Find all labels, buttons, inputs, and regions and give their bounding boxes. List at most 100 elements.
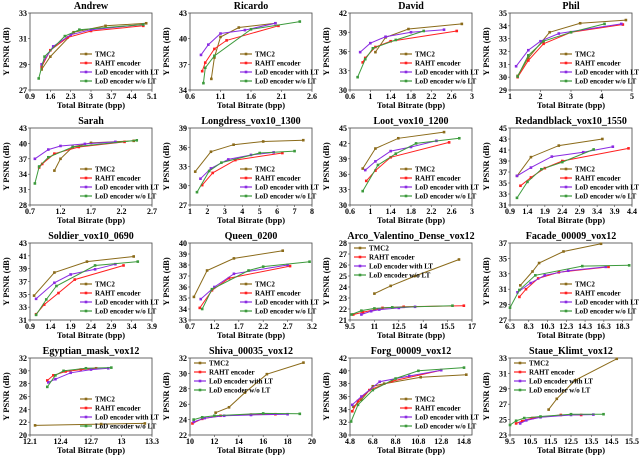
y-tick-label: 37 — [179, 60, 187, 69]
data-point — [308, 260, 311, 263]
plot-frame — [349, 242, 473, 321]
data-point — [419, 375, 422, 379]
legend-marker — [404, 194, 408, 198]
data-point — [394, 152, 398, 155]
y-axis-label: Y PSNR (dB) — [481, 372, 491, 420]
data-point — [529, 176, 533, 179]
data-point — [361, 61, 365, 64]
legend-marker — [198, 379, 202, 383]
x-tick-label: 12.8 — [434, 437, 448, 446]
data-point — [620, 22, 623, 26]
y-tick-label: 20 — [19, 431, 27, 440]
x-tick-label: 3.4 — [127, 322, 137, 331]
x-tick-label: 12.3 — [559, 322, 573, 331]
data-point — [265, 372, 269, 376]
x-tick-label: 10 — [186, 437, 194, 446]
legend-label: LoD encoder w/o LT — [529, 387, 591, 395]
data-point — [602, 412, 605, 416]
plot-frame — [189, 242, 313, 321]
y-tick-label: 27 — [339, 250, 347, 259]
x-tick-label: 10.3 — [541, 322, 555, 331]
data-point — [360, 309, 363, 312]
data-point — [192, 295, 196, 299]
data-point — [604, 265, 608, 269]
series-line-0 — [516, 138, 603, 177]
y-tick-label: 30 — [339, 431, 347, 440]
data-point — [44, 298, 48, 301]
legend-marker — [244, 309, 248, 313]
data-point — [615, 357, 619, 361]
data-point — [69, 33, 72, 37]
data-point — [47, 381, 50, 384]
data-point — [45, 385, 49, 389]
y-tick-label: 32 — [499, 48, 507, 57]
plot-frame — [189, 357, 313, 436]
x-tick-label: 2.2 — [117, 207, 127, 216]
y-tick-label: 28 — [179, 385, 187, 394]
legend-label: LoD encoder with LT — [95, 414, 159, 422]
data-point — [191, 422, 194, 425]
x-tick-label: 1.4 — [45, 322, 55, 331]
y-tick-label: 30 — [339, 201, 347, 210]
data-point — [199, 297, 203, 301]
data-point — [442, 130, 446, 134]
plot-frame — [509, 127, 633, 206]
legend-marker — [358, 255, 362, 259]
chart-8: Soldier_vox10_0690 0.9 1.4 1.9 2.4 2.9 3.4 3.9 3… — [1, 231, 159, 340]
data-point — [209, 150, 213, 154]
legend-marker — [404, 79, 408, 83]
x-tick-label: 8.8 — [391, 437, 401, 446]
data-point — [464, 373, 468, 376]
legend-label: RAHT encoder — [415, 175, 461, 183]
data-point — [63, 34, 67, 38]
x-axis-label: Total Bitrate (bpp) — [537, 445, 605, 455]
legend-marker — [84, 176, 88, 180]
data-point — [376, 163, 380, 167]
legend-label: TMC2 — [95, 281, 115, 289]
data-point — [243, 28, 247, 32]
x-axis-label: Total Bitrate (bpp) — [537, 215, 605, 225]
data-point — [210, 287, 214, 291]
data-point — [99, 422, 103, 426]
x-tick-label: 1 — [368, 207, 372, 216]
x-tick-label: 18.3 — [616, 322, 630, 331]
y-axis-label: Y PSNR (dB) — [1, 27, 11, 75]
x-tick-label: 15.5 — [441, 322, 455, 331]
legend-label: TMC2 — [255, 281, 275, 289]
legend-marker — [84, 52, 88, 56]
legend-marker — [84, 309, 88, 313]
x-tick-label: 3.2 — [307, 322, 317, 331]
legend-label: RAHT encoder — [369, 254, 415, 262]
legend-label: TMC2 — [255, 51, 275, 59]
legend-marker — [84, 167, 88, 171]
series-line-2 — [200, 264, 288, 300]
data-point — [518, 422, 522, 425]
x-tick-label: 13.3 — [145, 437, 159, 446]
chart-14: Forg_00009_vox12 4.8 6.8 8.8 10.8 12.8 14.8 30 3… — [321, 346, 479, 455]
x-tick-label: 16.3 — [597, 322, 611, 331]
x-tick-label: 9.5 — [345, 322, 355, 331]
x-tick-label: 2.6 — [447, 92, 457, 101]
chart-title: Longdress_vox10_1300 — [201, 116, 300, 127]
data-point — [213, 414, 216, 418]
data-point — [93, 268, 97, 271]
data-point — [516, 75, 519, 78]
data-point — [232, 272, 236, 276]
y-tick-label: 31 — [499, 285, 507, 294]
data-point — [356, 399, 360, 403]
legend-marker — [518, 388, 522, 392]
legend-label: LoD encoder w/o LT — [95, 78, 157, 86]
y-axis-label: Y PSNR (dB) — [481, 142, 491, 190]
data-point — [371, 384, 375, 388]
x-tick-label: 1.6 — [45, 92, 55, 101]
legend-label: RAHT encoder — [209, 369, 255, 377]
x-tick-label: 0.9 — [505, 207, 515, 216]
chart-1: Ricardo 0.6 1.1 1.6 2.1 2.6 34 37 40 43 Total Bitr… — [161, 1, 319, 110]
data-point — [144, 21, 148, 25]
y-tick-label: 45 — [499, 124, 507, 133]
y-axis-label: Y PSNR (dB) — [161, 257, 171, 305]
legend-marker — [404, 52, 408, 56]
y-tick-label: 26 — [19, 393, 27, 402]
